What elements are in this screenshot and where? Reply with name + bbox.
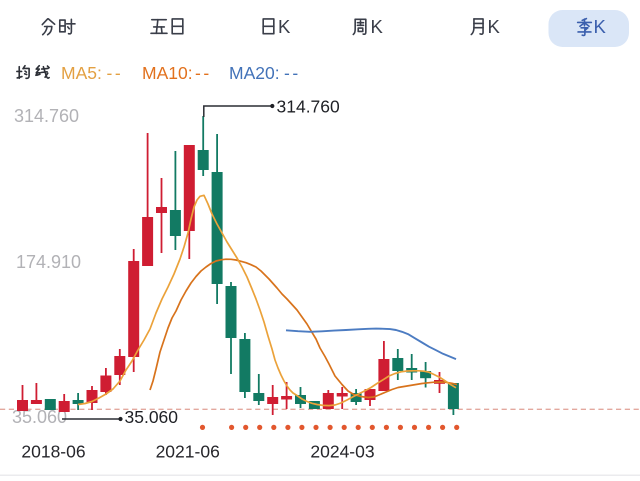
- svg-text:--: --: [284, 63, 301, 83]
- svg-text:314.760: 314.760: [14, 106, 79, 126]
- svg-text:314.760: 314.760: [277, 97, 341, 117]
- svg-text:35.060: 35.060: [12, 407, 67, 427]
- svg-text:35.060: 35.060: [125, 407, 179, 427]
- svg-text:K: K: [371, 16, 384, 37]
- svg-text:MA5:: MA5:: [61, 63, 102, 83]
- svg-text:K: K: [278, 16, 291, 37]
- svg-text:MA10:: MA10:: [142, 63, 193, 83]
- svg-text:--: --: [107, 63, 124, 83]
- svg-text:--: --: [195, 63, 212, 83]
- svg-text:2018-06: 2018-06: [21, 442, 85, 462]
- svg-text:2024-03: 2024-03: [310, 442, 374, 462]
- svg-text:174.910: 174.910: [16, 252, 81, 272]
- svg-text:MA20:: MA20:: [229, 63, 280, 83]
- svg-text:K: K: [594, 16, 607, 37]
- svg-text:2021-06: 2021-06: [156, 442, 220, 462]
- svg-text:K: K: [488, 16, 501, 37]
